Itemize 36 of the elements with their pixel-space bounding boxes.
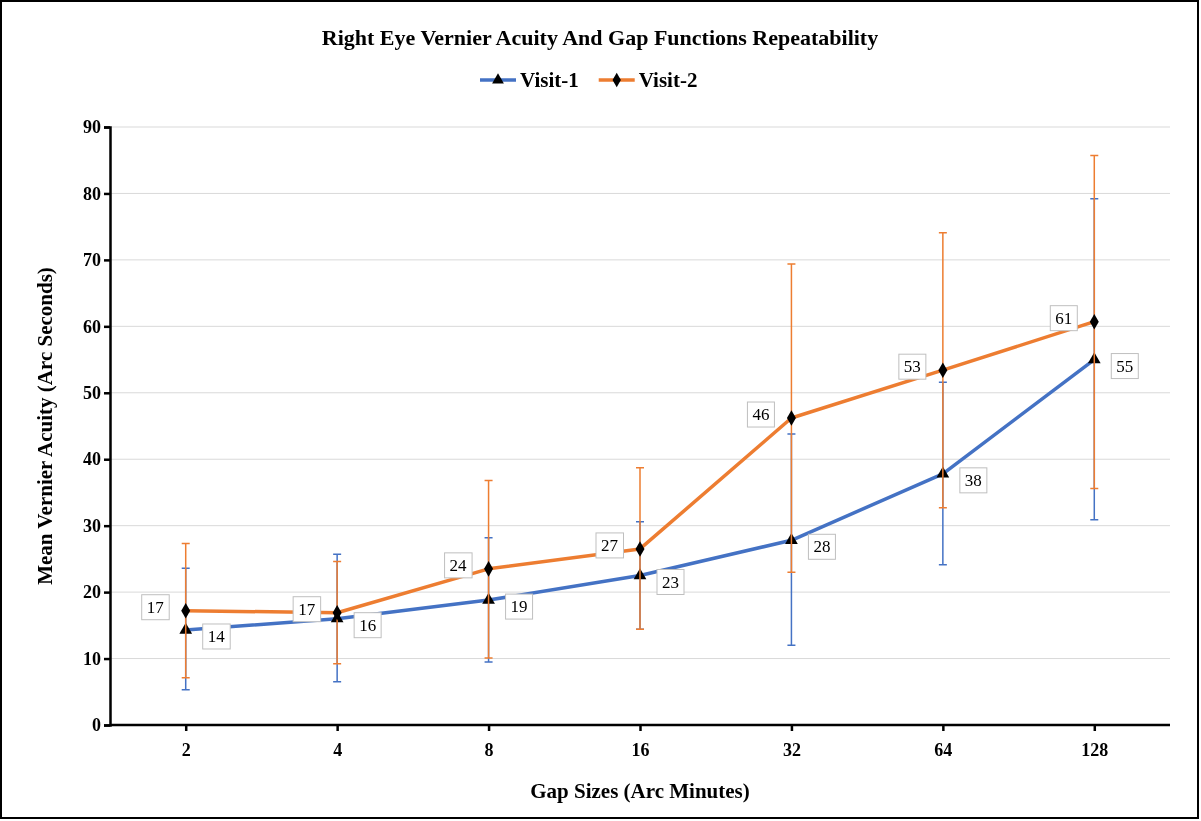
y-tick-label: 70 <box>83 250 101 271</box>
x-tick-label: 64 <box>934 739 953 760</box>
x-tick-label: 8 <box>484 739 494 760</box>
x-tick-label: 16 <box>631 739 650 760</box>
data-label: 14 <box>207 626 226 646</box>
y-tick-label: 80 <box>83 183 101 204</box>
data-label: 24 <box>449 555 468 575</box>
chart-title: Right Eye Vernier Acuity And Gap Functions Repeatability <box>321 25 879 50</box>
data-label: 28 <box>813 537 831 557</box>
x-tick-label: 128 <box>1081 739 1109 760</box>
data-label: 17 <box>146 597 165 617</box>
y-tick-label: 10 <box>83 648 101 669</box>
y-axis-title: Mean Vernier Acuity (Arc Seconds) <box>33 267 57 585</box>
y-tick-label: 60 <box>83 316 101 337</box>
legend-label: Visit-1 <box>520 68 579 92</box>
data-label: 17 <box>298 599 316 619</box>
data-label: 61 <box>1055 308 1073 328</box>
y-tick-label: 40 <box>83 449 101 470</box>
data-label: 16 <box>359 615 377 635</box>
y-tick-label: 30 <box>83 515 101 536</box>
data-label: 19 <box>510 597 528 617</box>
data-label: 38 <box>964 470 982 490</box>
data-label: 27 <box>601 535 619 555</box>
y-tick-label: 0 <box>92 715 101 736</box>
legend-label: Visit-2 <box>638 68 698 92</box>
x-tick-label: 2 <box>181 739 191 760</box>
x-axis-title: Gap Sizes (Arc Minutes) <box>530 779 750 803</box>
data-label: 55 <box>1116 356 1134 376</box>
data-label: 23 <box>662 572 679 592</box>
y-tick-label: 50 <box>83 383 101 404</box>
data-label: 46 <box>752 405 770 425</box>
y-tick-label: 20 <box>83 582 101 603</box>
x-tick-label: 32 <box>782 739 801 760</box>
data-label: 53 <box>903 357 921 377</box>
x-tick-label: 4 <box>333 739 343 760</box>
y-tick-label: 90 <box>83 117 101 138</box>
